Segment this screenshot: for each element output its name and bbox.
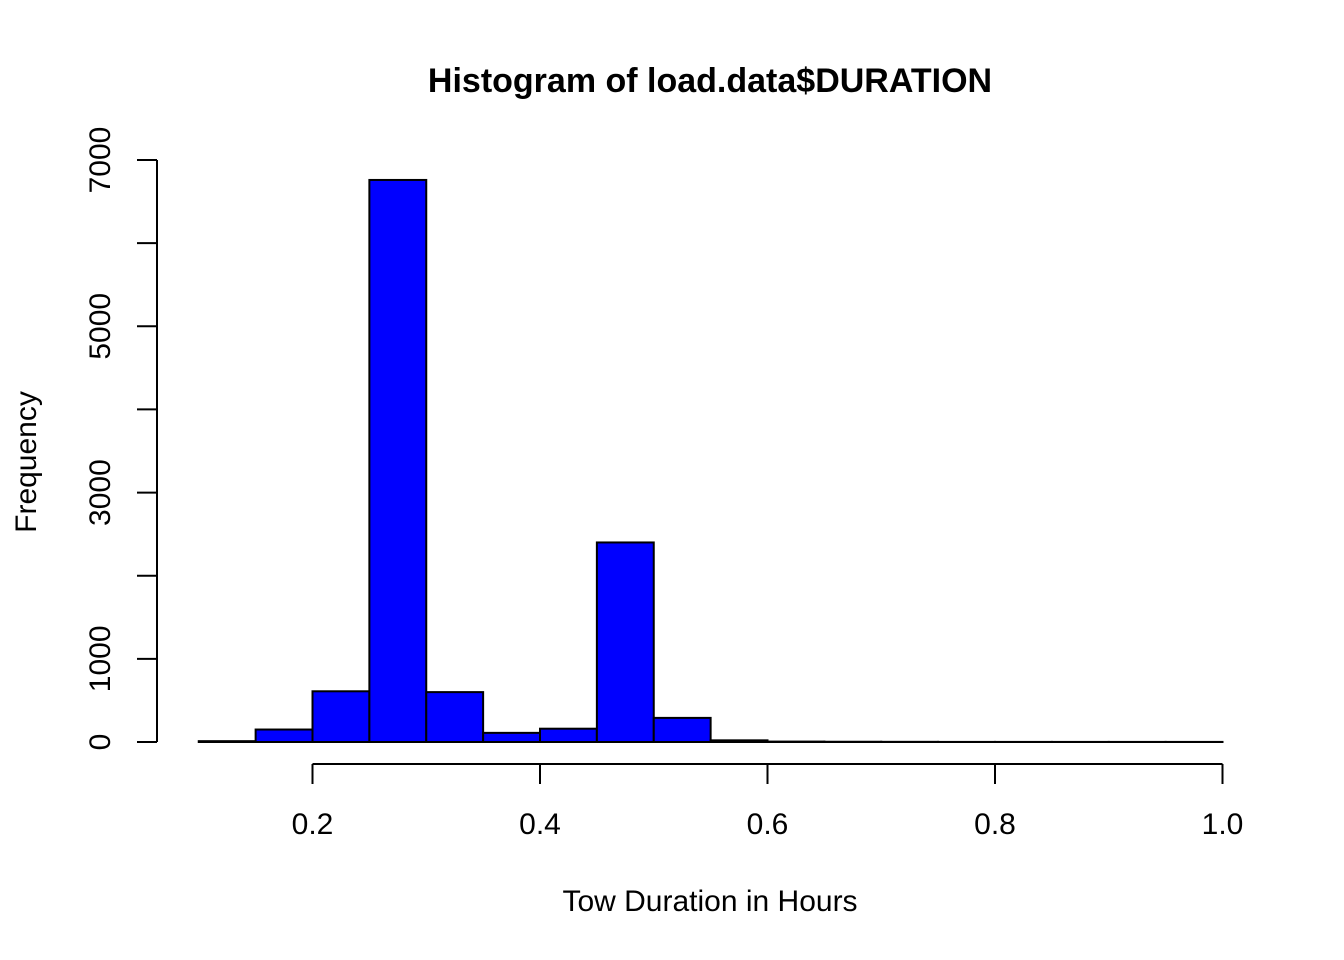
histogram-bar	[368, 178, 428, 743]
histogram-bar	[425, 691, 485, 743]
x-tick-label: 0.8	[974, 808, 1016, 841]
y-tick-label: 7000	[84, 127, 117, 194]
histogram-bar	[482, 731, 541, 744]
histogram-bar	[539, 727, 598, 744]
histogram-bar	[709, 739, 769, 744]
bars-group	[197, 178, 1224, 744]
x-axis-label: Tow Duration in Hours	[562, 885, 857, 918]
x-tick-label: 0.6	[747, 808, 789, 841]
x-tick-label: 0.2	[292, 808, 334, 841]
y-tick-label: 0	[84, 734, 117, 751]
y-axis-label: Frequency	[10, 391, 43, 533]
x-tick-label: 1.0	[1202, 808, 1244, 841]
histogram-bar	[311, 690, 371, 743]
histogram-bar	[197, 740, 257, 744]
y-tick-label: 1000	[84, 625, 117, 692]
x-axis: 0.2 0.4 0.6 0.8 1.0	[292, 763, 1244, 841]
y-axis: 0 1000 3000 5000 7000	[84, 127, 158, 751]
histogram-bar	[652, 716, 712, 743]
chart-title: Histogram of load.data$DURATION	[428, 62, 992, 100]
histogram-bar	[254, 728, 314, 743]
y-tick-label: 3000	[84, 459, 117, 526]
histogram-bar	[595, 541, 655, 744]
y-tick-label: 5000	[84, 293, 117, 360]
x-tick-label: 0.4	[519, 808, 561, 841]
